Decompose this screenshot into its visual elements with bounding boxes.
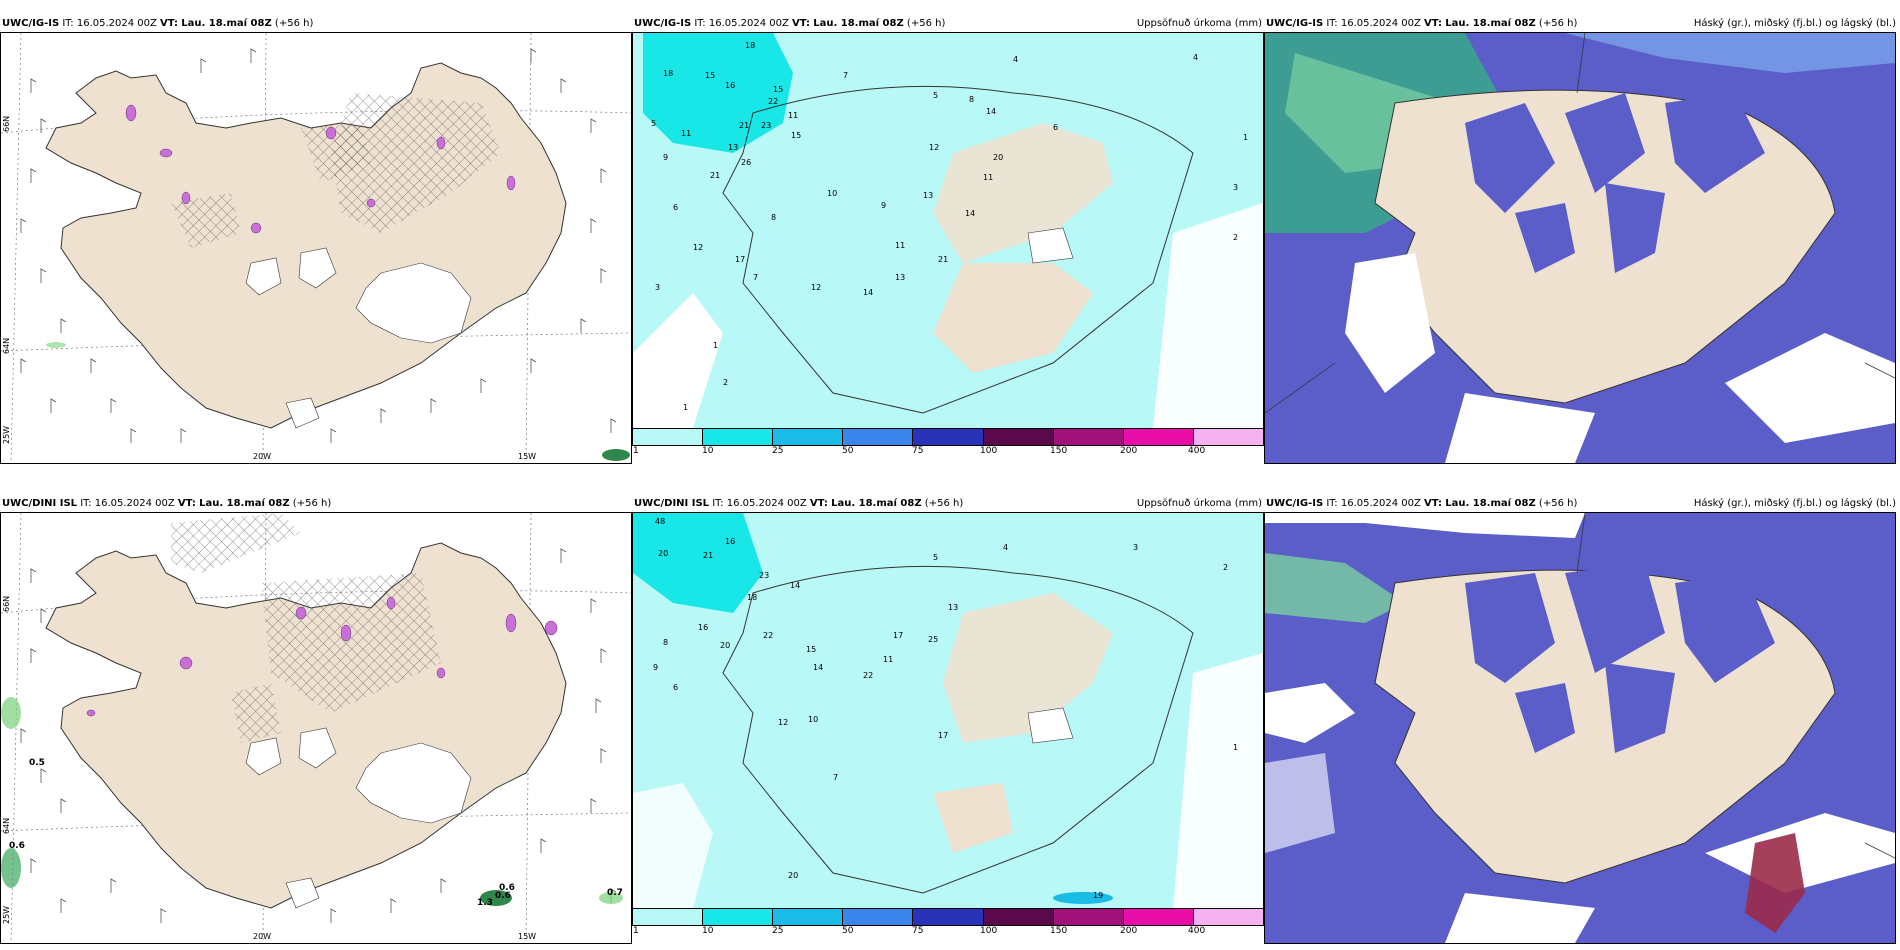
- precip-numbers-bottom: 48 20 21 16 22 23 14 17 25 18 20 16 15 1…: [653, 517, 1239, 900]
- panel-title: UWC/DINI ISL IT: 16.05.2024 00Z VT: Lau.…: [2, 498, 332, 509]
- lon-label-25: 25W: [2, 425, 11, 444]
- lat-label-66: 66N: [2, 115, 11, 132]
- cloud-map-svg: [1265, 33, 1895, 463]
- lat-label-66: 66N: [2, 595, 11, 612]
- wind-panel-row1: UWC/IG-IS IT: 16.05.2024 00Z VT: Lau. 18…: [0, 14, 634, 464]
- wind-panel-row2: UWC/DINI ISL IT: 16.05.2024 00Z VT: Lau.…: [0, 494, 634, 944]
- panel-title: UWC/IG-IS IT: 16.05.2024 00Z VT: Lau. 18…: [1266, 18, 1896, 29]
- lon-label-15: 15W: [518, 452, 537, 461]
- wind-value: 0.6: [499, 883, 515, 893]
- wind-value: 0.6: [495, 891, 511, 901]
- lat-label-64: 64N: [2, 337, 11, 354]
- precip-colorbar-labels: 1 10 25 50 75 100 150 200 400: [633, 446, 1206, 456]
- wind-map[interactable]: 0.5 0.6 0.6 0.6 1.3 0.7: [0, 512, 632, 944]
- cloud-panel-row2: UWC/IG-IS IT: 16.05.2024 00Z VT: Lau. 18…: [1264, 494, 1900, 944]
- precip-panel-row1: UWC/IG-IS IT: 16.05.2024 00Z VT: Lau. 18…: [632, 14, 1266, 464]
- precip-colorbar-labels: 1 10 25 50 75 100 150 200 400: [633, 926, 1206, 936]
- iceland-land: [45, 62, 567, 429]
- panel-title: UWC/IG-IS IT: 16.05.2024 00Z VT: Lau. 18…: [634, 18, 1262, 29]
- precip-panel-row2: UWC/DINI ISL IT: 16.05.2024 00Z VT: Lau.…: [632, 494, 1266, 944]
- cloud-map[interactable]: [1264, 512, 1896, 944]
- lon-label-15: 15W: [518, 932, 537, 941]
- wind-map[interactable]: [0, 32, 632, 464]
- panel-title: UWC/IG-IS IT: 16.05.2024 00Z VT: Lau. 18…: [1266, 498, 1896, 509]
- wind-map-svg: [1, 33, 631, 463]
- cloud-panel-row1: UWC/IG-IS IT: 16.05.2024 00Z VT: Lau. 18…: [1264, 14, 1900, 464]
- lon-label-25: 25W: [2, 905, 11, 924]
- wind-value: 0.7: [607, 888, 623, 898]
- precip-colorbar: [632, 908, 1264, 926]
- panel-title: UWC/DINI ISL IT: 16.05.2024 00Z VT: Lau.…: [634, 498, 1262, 509]
- cloud-map[interactable]: [1264, 32, 1896, 464]
- lon-label-20: 20W: [253, 452, 272, 461]
- precip-colorbar: [632, 428, 1264, 446]
- wind-value: 0.5: [29, 758, 45, 768]
- lat-label-64: 64N: [2, 817, 11, 834]
- cloud-map-svg: [1265, 513, 1895, 943]
- precip-map[interactable]: 48 20 21 16 22 23 14 17 25 18 20 16 15 1…: [632, 512, 1264, 909]
- precip-map-svg: [633, 513, 1263, 908]
- wind-value: 0.6: [9, 841, 25, 851]
- lon-label-20: 20W: [253, 932, 272, 941]
- precip-map[interactable]: 18 15 18 16 15 22 23 11 21 15 11 9 7 4 5…: [632, 32, 1264, 429]
- wind-value: 1.3: [477, 898, 493, 908]
- precip-numbers-top: 18 15 18 16 15 22 23 11 21 15 11 9 7 4 5…: [651, 41, 1249, 412]
- panel-title: UWC/IG-IS IT: 16.05.2024 00Z VT: Lau. 18…: [2, 18, 314, 29]
- precip-map-svg: [633, 33, 1263, 428]
- wind-map-svg: [1, 513, 631, 943]
